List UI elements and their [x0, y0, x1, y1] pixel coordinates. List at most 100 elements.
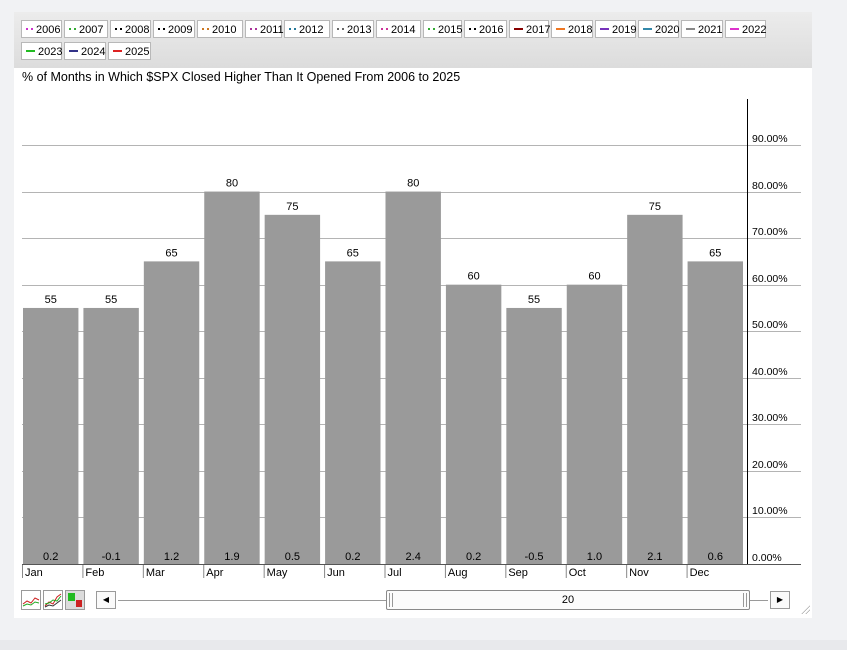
bar-may — [264, 214, 321, 565]
bar-bottom-label: 0.2 — [43, 551, 58, 563]
bar-bottom-label: 2.1 — [647, 551, 662, 563]
legend-item-2024[interactable]: 2024 — [64, 42, 106, 60]
legend-item-2006[interactable]: 2006 — [21, 20, 62, 38]
legend-label: 2006 — [36, 24, 61, 36]
legend-item-2014[interactable]: 2014 — [376, 20, 421, 38]
bar-dec — [687, 261, 743, 564]
bar-bottom-label: 1.0 — [587, 551, 602, 563]
y-tick-label: 10.00% — [752, 505, 788, 517]
bar-jun — [325, 261, 381, 564]
bar-value-label: 75 — [286, 201, 298, 213]
period-slider[interactable]: 20 — [386, 590, 750, 610]
y-tick-label: 40.00% — [752, 366, 788, 378]
bar-value-label: 60 — [468, 271, 480, 283]
y-tick-label: 20.00% — [752, 459, 788, 471]
legend-label: 2009 — [168, 24, 193, 36]
line-chart-icon[interactable] — [21, 590, 41, 610]
x-tick-label-jul: Jul — [388, 567, 402, 579]
x-tick-label-aug: Aug — [448, 567, 468, 579]
legend-swatch-icon — [643, 28, 652, 31]
legend-swatch-icon — [26, 50, 35, 53]
bar-value-label: 65 — [165, 247, 177, 259]
bar-chart-icon[interactable] — [65, 590, 85, 610]
bar-bottom-label: 1.9 — [224, 551, 239, 563]
bar-value-label: 80 — [226, 178, 238, 190]
legend-item-2015[interactable]: 2015 — [423, 20, 462, 38]
bar-value-label: 55 — [528, 294, 540, 306]
legend-label: 2022 — [742, 24, 767, 36]
legend-item-2013[interactable]: 2013 — [332, 20, 374, 38]
y-tick-label: 60.00% — [752, 273, 788, 285]
legend-swatch-icon — [26, 28, 33, 31]
bar-chart: 550.2Jan55-0.1Feb651.2Mar801.9Apr750.5Ma… — [22, 99, 801, 579]
legend-swatch-icon — [250, 28, 257, 31]
scroll-right-button[interactable]: ▶ — [770, 591, 790, 609]
legend-label: 2014 — [391, 24, 416, 36]
x-tick-label-sep: Sep — [508, 567, 528, 579]
x-tick-label-may: May — [267, 567, 288, 579]
bar-bottom-label: -0.5 — [525, 551, 544, 563]
bar-mar — [143, 261, 200, 564]
legend-item-2012[interactable]: 2012 — [284, 20, 330, 38]
legend-swatch-icon — [469, 28, 476, 31]
legend-item-2007[interactable]: 2007 — [64, 20, 108, 38]
chart-panel: 2006 2007 2008 2009 2010 2011 2012 2013 2014 2015… — [14, 12, 812, 618]
legend-item-2021[interactable]: 2021 — [681, 20, 723, 38]
legend-item-2017[interactable]: 2017 — [509, 20, 550, 38]
legend-swatch-icon — [381, 28, 388, 31]
legend-item-2018[interactable]: 2018 — [551, 20, 593, 38]
bar-chart-icon-glyph — [68, 593, 82, 607]
bar-value-label: 55 — [105, 294, 117, 306]
legend-item-2009[interactable]: 2009 — [153, 20, 195, 38]
bar-jul — [385, 191, 441, 565]
legend-item-2010[interactable]: 2010 — [197, 20, 243, 38]
legend-swatch-icon — [730, 28, 739, 31]
bar-oct — [566, 284, 623, 564]
x-tick-label-mar: Mar — [146, 567, 165, 579]
bar-sep — [506, 307, 562, 564]
legend-label: 2013 — [347, 24, 372, 36]
legend-item-2008[interactable]: 2008 — [110, 20, 151, 38]
bar-apr — [204, 191, 260, 565]
legend-item-2019[interactable]: 2019 — [595, 20, 636, 38]
bar-feb — [83, 307, 139, 564]
resize-grip-icon[interactable] — [800, 604, 810, 614]
bar-bottom-label: 2.4 — [406, 551, 421, 563]
y-tick-label: 90.00% — [752, 133, 788, 145]
legend-label: 2011 — [260, 24, 284, 36]
legend-item-2023[interactable]: 2023 — [21, 42, 62, 60]
multi-line-chart-icon[interactable] — [43, 590, 63, 610]
x-tick-label-apr: Apr — [206, 567, 223, 579]
legend-bar: 2006 2007 2008 2009 2010 2011 2012 2013 2014 2015… — [14, 12, 812, 68]
bottom-strip — [0, 640, 847, 650]
bar-value-label: 55 — [45, 294, 57, 306]
legend-swatch-icon — [69, 28, 76, 31]
legend-label: 2025 — [125, 46, 150, 58]
bar-value-label: 80 — [407, 178, 419, 190]
x-tick-label-dec: Dec — [690, 567, 710, 579]
scroll-left-button[interactable]: ◀ — [96, 591, 116, 609]
bar-bottom-label: 1.2 — [164, 551, 179, 563]
legend-item-2016[interactable]: 2016 — [464, 20, 507, 38]
legend-swatch-icon — [600, 28, 609, 31]
legend-item-2025[interactable]: 2025 — [108, 42, 151, 60]
legend-swatch-icon — [113, 50, 122, 53]
legend-label: 2015 — [438, 24, 463, 36]
x-tick-label-feb: Feb — [85, 567, 104, 579]
legend-item-2011[interactable]: 2011 — [245, 20, 284, 38]
x-tick-label-jun: Jun — [327, 567, 345, 579]
y-tick-label: 50.00% — [752, 319, 788, 331]
bar-bottom-label: 0.5 — [285, 551, 300, 563]
y-tick-label: 30.00% — [752, 412, 788, 424]
legend-label: 2023 — [38, 46, 63, 58]
legend-item-2022[interactable]: 2022 — [725, 20, 766, 38]
legend-swatch-icon — [556, 28, 565, 31]
bar-value-label: 65 — [347, 247, 359, 259]
bar-value-label: 65 — [709, 247, 721, 259]
bar-bottom-label: 0.6 — [708, 551, 723, 563]
legend-item-2020[interactable]: 2020 — [638, 20, 679, 38]
bar-aug — [445, 284, 502, 564]
bar-jan — [23, 307, 79, 564]
bar-value-label: 75 — [649, 201, 661, 213]
y-tick-label: 80.00% — [752, 180, 788, 192]
